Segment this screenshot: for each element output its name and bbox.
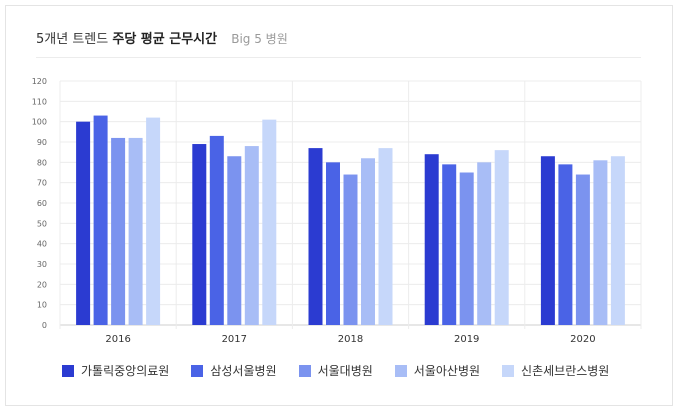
legend-item[interactable]: 삼성서울병원	[191, 362, 277, 379]
x-tick-label: 2016	[105, 334, 130, 345]
y-tick-label: 100	[32, 118, 47, 127]
legend-label: 삼성서울병원	[210, 364, 277, 378]
bar	[540, 156, 555, 325]
bar	[442, 164, 457, 325]
bar	[244, 146, 259, 325]
x-tick-label: 2020	[570, 334, 595, 345]
title-prefix: 5개년 트렌드	[36, 32, 109, 47]
y-tick-label: 30	[37, 260, 47, 269]
chart-legend: 가톨릭중앙의료원 삼성서울병원 서울대병원 서울아산병원 신촌세브란스병원	[62, 362, 609, 379]
y-tick-label: 70	[37, 179, 47, 188]
bar	[610, 156, 625, 325]
bar	[494, 150, 509, 325]
legend-item[interactable]: 서울아산병원	[394, 362, 481, 379]
bar	[558, 164, 573, 325]
y-tick-label: 10	[37, 301, 47, 310]
legend-label: 가톨릭중앙의료원	[81, 364, 170, 378]
bar	[575, 174, 590, 325]
bar	[593, 160, 608, 325]
y-tick-label: 120	[32, 77, 47, 86]
bar	[378, 148, 393, 325]
legend-label: 신촌세브란스병원	[521, 364, 610, 378]
y-tick-label: 50	[37, 219, 47, 228]
legend-swatch	[502, 364, 515, 377]
legend-swatch	[191, 364, 204, 377]
legend-item[interactable]: 신촌세브란스병원	[502, 362, 609, 379]
y-tick-label: 20	[37, 280, 47, 289]
y-tick-label: 40	[37, 240, 47, 249]
legend-label: 서울아산병원	[413, 364, 481, 378]
y-tick-label: 60	[37, 199, 47, 208]
bar	[209, 135, 224, 325]
title-divider	[36, 57, 641, 58]
bar	[93, 115, 108, 325]
x-tick-label: 2018	[338, 334, 363, 345]
bar	[343, 174, 358, 325]
bar	[459, 172, 474, 325]
legend-swatch	[298, 364, 311, 377]
y-tick-label: 110	[32, 97, 47, 106]
bar	[76, 121, 91, 326]
bar	[192, 144, 207, 325]
legend-item[interactable]: 가톨릭중앙의료원	[62, 362, 169, 379]
bar	[262, 119, 277, 325]
legend-item[interactable]: 서울대병원	[298, 362, 373, 379]
x-tick-label: 2017	[222, 334, 247, 345]
bar	[424, 154, 439, 325]
title-subtitle: Big 5 병원	[231, 32, 288, 46]
bar	[477, 162, 492, 325]
y-tick-label: 80	[37, 158, 47, 167]
bar	[326, 162, 340, 325]
legend-label: 서울대병원	[317, 364, 373, 378]
chart-title: 5개년 트렌드 주당 평균 근무시간 Big 5 병원	[36, 28, 288, 47]
title-strong: 주당 평균 근무시간	[112, 32, 218, 47]
legend-swatch	[394, 364, 407, 377]
bar	[128, 137, 143, 325]
bar	[308, 148, 323, 325]
bar	[146, 117, 161, 325]
bar	[361, 158, 375, 325]
bar	[227, 156, 242, 325]
bar	[111, 137, 126, 325]
y-tick-label: 90	[37, 138, 47, 147]
legend-swatch	[62, 364, 74, 377]
y-tick-label: 0	[42, 321, 47, 330]
x-tick-label: 2019	[454, 334, 479, 345]
